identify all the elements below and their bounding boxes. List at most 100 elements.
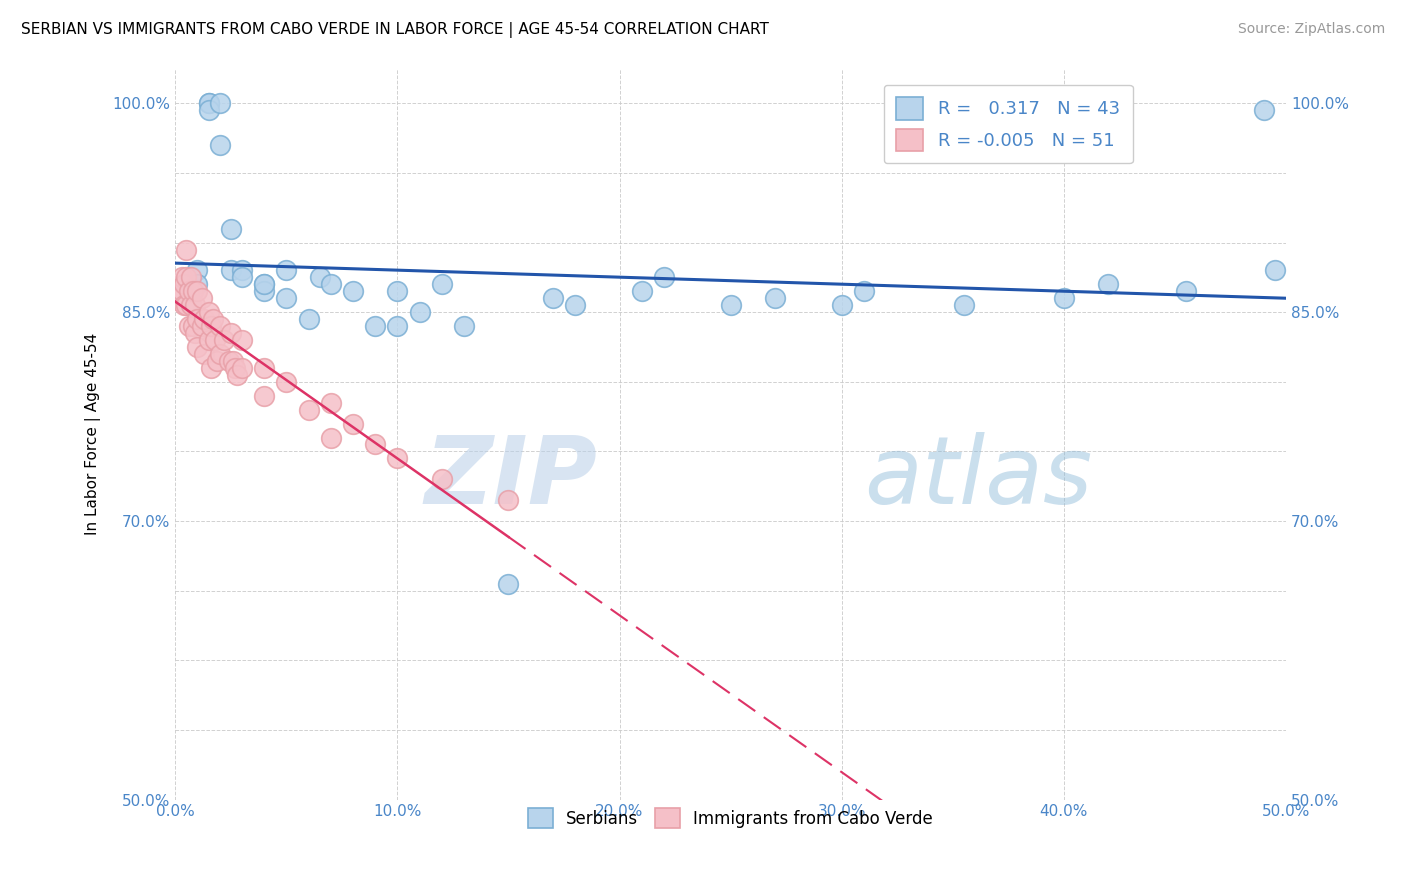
Point	[184, 298, 207, 312]
Point	[219, 263, 242, 277]
Point	[193, 312, 215, 326]
Point	[720, 298, 742, 312]
Point	[170, 285, 193, 299]
Point	[219, 326, 242, 340]
Point	[319, 277, 342, 292]
Point	[181, 319, 204, 334]
Point	[197, 305, 219, 319]
Point	[193, 347, 215, 361]
Point	[253, 277, 276, 292]
Point	[197, 103, 219, 118]
Point	[498, 493, 520, 508]
Point	[276, 291, 298, 305]
Point	[176, 270, 198, 285]
Point	[253, 277, 276, 292]
Point	[430, 472, 453, 486]
Point	[226, 368, 249, 382]
Point	[498, 576, 520, 591]
Point	[387, 319, 409, 334]
Point	[208, 96, 231, 111]
Point	[173, 298, 195, 312]
Point	[319, 430, 342, 444]
Point	[218, 354, 240, 368]
Point	[1175, 285, 1198, 299]
Point	[184, 326, 207, 340]
Point	[231, 360, 253, 375]
Point	[191, 291, 214, 305]
Point	[186, 312, 208, 326]
Point	[170, 270, 193, 285]
Point	[308, 270, 330, 285]
Point	[202, 312, 225, 326]
Point	[1097, 277, 1119, 292]
Point	[831, 298, 853, 312]
Point	[208, 138, 231, 153]
Point	[197, 333, 219, 347]
Point	[176, 277, 198, 292]
Point	[763, 291, 786, 305]
Point	[387, 451, 409, 466]
Point	[342, 285, 364, 299]
Point	[342, 417, 364, 431]
Point	[197, 96, 219, 111]
Point	[200, 319, 222, 334]
Point	[177, 319, 200, 334]
Text: atlas: atlas	[863, 433, 1092, 524]
Point	[208, 319, 231, 334]
Point	[276, 375, 298, 389]
Point	[186, 340, 208, 354]
Point	[1053, 291, 1076, 305]
Point	[176, 298, 198, 312]
Point	[564, 298, 586, 312]
Point	[430, 277, 453, 292]
Point	[953, 298, 976, 312]
Point	[186, 285, 208, 299]
Point	[231, 263, 253, 277]
Point	[297, 402, 319, 417]
Text: Source: ZipAtlas.com: Source: ZipAtlas.com	[1237, 22, 1385, 37]
Point	[364, 319, 387, 334]
Point	[253, 360, 276, 375]
Point	[207, 354, 229, 368]
Point	[169, 291, 191, 305]
Point	[319, 395, 342, 409]
Point	[181, 285, 204, 299]
Point	[276, 263, 298, 277]
Point	[852, 285, 875, 299]
Point	[219, 221, 242, 235]
Point	[180, 298, 202, 312]
Point	[180, 270, 202, 285]
Point	[191, 319, 214, 334]
Point	[224, 360, 246, 375]
Point	[231, 270, 253, 285]
Text: ZIP: ZIP	[425, 432, 598, 524]
Point	[204, 333, 226, 347]
Point	[208, 347, 231, 361]
Point	[652, 270, 675, 285]
Point	[453, 319, 475, 334]
Point	[253, 285, 276, 299]
Point	[212, 333, 235, 347]
Point	[222, 354, 245, 368]
Point	[180, 298, 202, 312]
Point	[387, 285, 409, 299]
Point	[1253, 103, 1275, 118]
Point	[253, 389, 276, 403]
Point	[176, 243, 198, 257]
Y-axis label: In Labor Force | Age 45-54: In Labor Force | Age 45-54	[86, 333, 101, 535]
Point	[173, 277, 195, 292]
Point	[231, 333, 253, 347]
Point	[541, 291, 564, 305]
Point	[297, 312, 319, 326]
Point	[408, 305, 430, 319]
Point	[186, 263, 208, 277]
Point	[197, 96, 219, 111]
Point	[177, 285, 200, 299]
Text: SERBIAN VS IMMIGRANTS FROM CABO VERDE IN LABOR FORCE | AGE 45-54 CORRELATION CHA: SERBIAN VS IMMIGRANTS FROM CABO VERDE IN…	[21, 22, 769, 38]
Point	[630, 285, 652, 299]
Point	[200, 360, 222, 375]
Point	[364, 437, 387, 451]
Legend: Serbians, Immigrants from Cabo Verde: Serbians, Immigrants from Cabo Verde	[522, 801, 939, 835]
Point	[1264, 263, 1286, 277]
Point	[186, 277, 208, 292]
